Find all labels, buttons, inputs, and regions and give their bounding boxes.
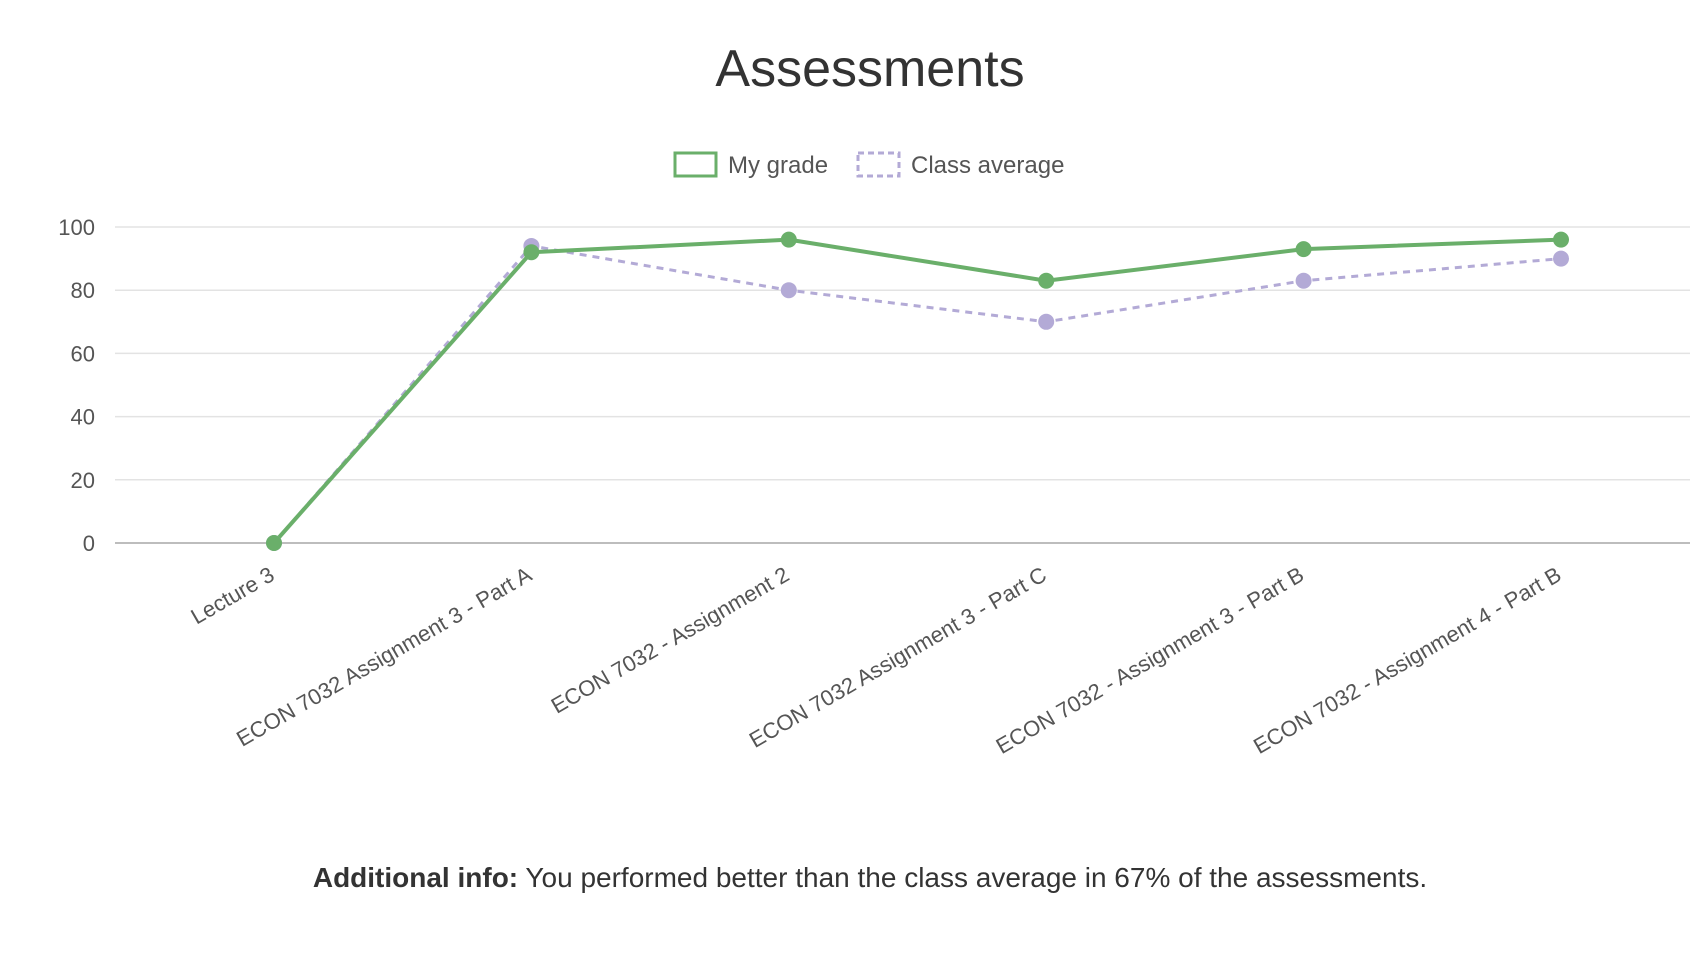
data-point-class-average[interactable]: [780, 282, 797, 299]
legend-label-class-average: Class average: [911, 152, 1064, 179]
data-point-my-grade[interactable]: [780, 231, 797, 248]
legend-item-class-average[interactable]: Class average: [856, 151, 1064, 179]
x-category-label: ECON 7032 - Assignment 4 - Part B: [1249, 562, 1565, 759]
series-lines: [272, 237, 1562, 545]
y-tick-label: 40: [71, 405, 95, 430]
grid-lines: [115, 226, 1690, 544]
chart-title: Assessments: [715, 40, 1024, 98]
legend-label-my-grade: My grade: [728, 152, 828, 179]
y-tick-label: 20: [71, 468, 95, 493]
series-line-class-average: [272, 244, 1562, 544]
y-axis-ticks: 0 20 40 60 80 100: [58, 215, 95, 556]
legend-swatch-my-grade: [673, 151, 718, 178]
x-category-label: ECON 7032 - Assignment 3 - Part B: [992, 562, 1308, 759]
x-category-label: ECON 7032 Assignment 3 - Part C: [745, 562, 1051, 753]
x-category-label: Lecture 3: [187, 562, 279, 630]
data-point-class-average[interactable]: [1295, 272, 1312, 289]
additional-info-text: You performed better than the class aver…: [525, 862, 1428, 893]
series-points: [266, 231, 1569, 551]
additional-info-label: Additional info:: [312, 862, 519, 893]
data-point-my-grade[interactable]: [1295, 241, 1312, 258]
legend-swatch-class-average: [856, 151, 901, 178]
y-tick-label: 0: [83, 531, 95, 556]
data-point-my-grade[interactable]: [266, 535, 282, 551]
x-category-label: ECON 7032 Assignment 3 - Part A: [232, 562, 536, 752]
data-point-my-grade[interactable]: [1038, 272, 1055, 289]
data-point-class-average[interactable]: [1038, 313, 1055, 330]
additional-info-note: Additional info: You performed better th…: [0, 862, 1700, 894]
data-point-class-average[interactable]: [1553, 250, 1569, 267]
data-point-my-grade[interactable]: [1553, 231, 1569, 248]
y-tick-label: 80: [71, 278, 95, 303]
legend-item-my-grade[interactable]: My grade: [673, 151, 828, 179]
series-line-my-grade: [272, 237, 1562, 545]
data-point-my-grade[interactable]: [523, 244, 540, 261]
y-tick-label: 100: [58, 215, 95, 240]
x-category-label: ECON 7032 - Assignment 2: [547, 562, 794, 719]
y-tick-label: 60: [71, 341, 95, 366]
chart-legend: My grade Class average: [673, 151, 1064, 179]
